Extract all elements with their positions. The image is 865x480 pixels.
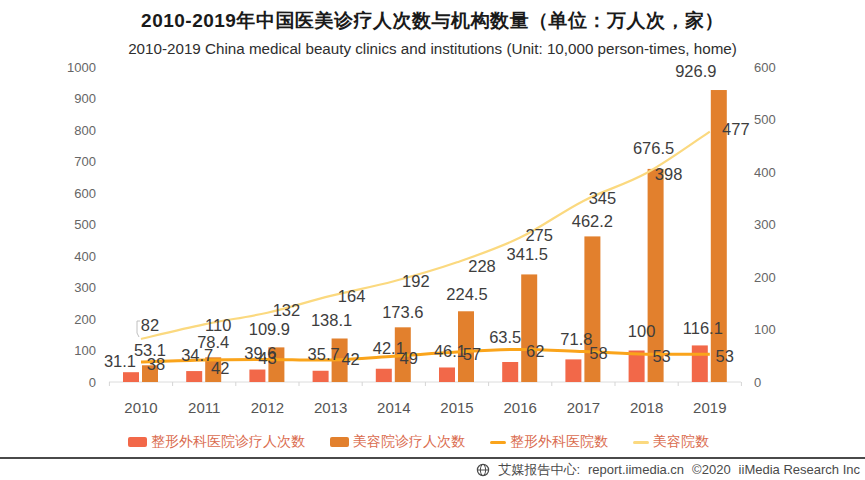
line-swatch-icon bbox=[490, 441, 506, 444]
svg-text:0: 0 bbox=[89, 375, 96, 390]
svg-text:82: 82 bbox=[141, 316, 159, 334]
svg-text:500: 500 bbox=[754, 112, 776, 127]
bar-swatch-icon bbox=[330, 437, 349, 447]
svg-text:57: 57 bbox=[463, 345, 481, 363]
svg-text:63.5: 63.5 bbox=[489, 328, 521, 346]
svg-text:46.1: 46.1 bbox=[434, 342, 466, 360]
svg-text:173.6: 173.6 bbox=[382, 303, 423, 321]
footer-brand: iiMedia Research Inc bbox=[739, 462, 860, 477]
svg-text:138.1: 138.1 bbox=[311, 311, 352, 329]
svg-text:500: 500 bbox=[74, 217, 96, 232]
svg-text:38: 38 bbox=[147, 355, 165, 373]
legend-item-bar-1[interactable]: 美容院诊疗人次数 bbox=[330, 433, 465, 451]
svg-text:2016: 2016 bbox=[504, 399, 537, 416]
svg-text:110: 110 bbox=[205, 316, 231, 334]
svg-text:700: 700 bbox=[74, 154, 96, 169]
legend-label: 整形外科医院诊疗人次数 bbox=[151, 433, 305, 451]
svg-text:2011: 2011 bbox=[188, 399, 220, 416]
svg-text:49: 49 bbox=[400, 349, 418, 367]
svg-text:35.7: 35.7 bbox=[308, 345, 340, 363]
svg-text:2014: 2014 bbox=[377, 399, 410, 416]
svg-text:62: 62 bbox=[526, 342, 544, 360]
svg-text:42: 42 bbox=[341, 350, 359, 368]
svg-text:2018: 2018 bbox=[630, 399, 663, 416]
svg-text:2015: 2015 bbox=[440, 399, 473, 416]
svg-text:400: 400 bbox=[754, 165, 776, 180]
svg-text:192: 192 bbox=[402, 272, 430, 290]
combo-chart-plot: 0 100 200 300 400 500 600 700 800 900 1000 0 100 200 3… bbox=[0, 0, 865, 480]
svg-text:900: 900 bbox=[74, 91, 96, 106]
svg-text:2017: 2017 bbox=[567, 399, 600, 416]
svg-text:300: 300 bbox=[754, 217, 776, 232]
svg-text:78.4: 78.4 bbox=[197, 333, 229, 351]
svg-text:341.5: 341.5 bbox=[507, 245, 548, 263]
svg-text:477: 477 bbox=[722, 120, 750, 138]
footer-url[interactable]: report.iimedia.cn bbox=[588, 462, 684, 477]
svg-text:926.9: 926.9 bbox=[675, 62, 716, 80]
svg-text:2010: 2010 bbox=[124, 399, 157, 416]
legend-item-line-3[interactable]: 美容院数 bbox=[633, 433, 709, 451]
svg-text:275: 275 bbox=[525, 226, 553, 244]
svg-text:100: 100 bbox=[754, 322, 776, 337]
legend-item-bar-0[interactable]: 整形外科医院诊疗人次数 bbox=[128, 433, 305, 451]
svg-text:1000: 1000 bbox=[67, 60, 96, 75]
svg-text:116.1: 116.1 bbox=[683, 319, 723, 337]
svg-text:200: 200 bbox=[754, 270, 776, 285]
legend-label: 美容院数 bbox=[653, 433, 709, 451]
legend-item-line-2[interactable]: 整形外科医院数 bbox=[490, 433, 608, 451]
svg-text:2019: 2019 bbox=[693, 399, 726, 416]
svg-text:398: 398 bbox=[655, 165, 683, 183]
legend-label: 美容院诊疗人次数 bbox=[353, 433, 465, 451]
svg-text:100: 100 bbox=[74, 343, 96, 358]
svg-text:109.9: 109.9 bbox=[249, 320, 290, 338]
iimedia-globe-icon bbox=[476, 463, 490, 477]
svg-text:600: 600 bbox=[754, 60, 776, 75]
svg-text:43: 43 bbox=[258, 349, 276, 367]
bar-swatch-icon bbox=[128, 437, 147, 447]
svg-text:2012: 2012 bbox=[251, 399, 284, 416]
legend-label: 整形外科医院数 bbox=[510, 433, 608, 451]
footer-copyright: ©2020 bbox=[692, 462, 731, 477]
svg-text:31.1: 31.1 bbox=[104, 352, 136, 370]
footer-source-label: 艾媒报告中心: bbox=[498, 461, 580, 479]
svg-text:462.2: 462.2 bbox=[572, 212, 613, 230]
line-swatch-icon bbox=[633, 441, 649, 444]
svg-text:800: 800 bbox=[74, 123, 96, 138]
svg-text:71.8: 71.8 bbox=[560, 330, 592, 348]
svg-text:53: 53 bbox=[716, 347, 734, 365]
chart-legend: 整形外科医院诊疗人次数 美容院诊疗人次数 整形外科医院数 美容院数 bbox=[0, 433, 851, 451]
svg-text:164: 164 bbox=[338, 287, 366, 305]
svg-text:53: 53 bbox=[652, 347, 670, 365]
svg-text:345: 345 bbox=[589, 189, 617, 207]
svg-text:0: 0 bbox=[754, 375, 761, 390]
svg-text:58: 58 bbox=[589, 344, 607, 362]
svg-text:2013: 2013 bbox=[314, 399, 347, 416]
svg-text:676.5: 676.5 bbox=[633, 139, 674, 157]
chart-canvas: 2010-2019年中国医美诊疗人次数与机构数量（单位：万人次，家） 2010-… bbox=[0, 0, 865, 480]
svg-text:100: 100 bbox=[628, 322, 656, 340]
svg-text:42: 42 bbox=[211, 359, 229, 377]
svg-text:600: 600 bbox=[74, 186, 96, 201]
svg-text:200: 200 bbox=[74, 312, 96, 327]
svg-text:300: 300 bbox=[74, 280, 96, 295]
svg-text:132: 132 bbox=[273, 301, 301, 319]
svg-text:228: 228 bbox=[468, 257, 496, 275]
svg-text:400: 400 bbox=[74, 249, 96, 264]
svg-text:224.5: 224.5 bbox=[446, 285, 487, 303]
footer-bar: 艾媒报告中心: report.iimedia.cn ©2020 iiMedia … bbox=[0, 457, 865, 480]
